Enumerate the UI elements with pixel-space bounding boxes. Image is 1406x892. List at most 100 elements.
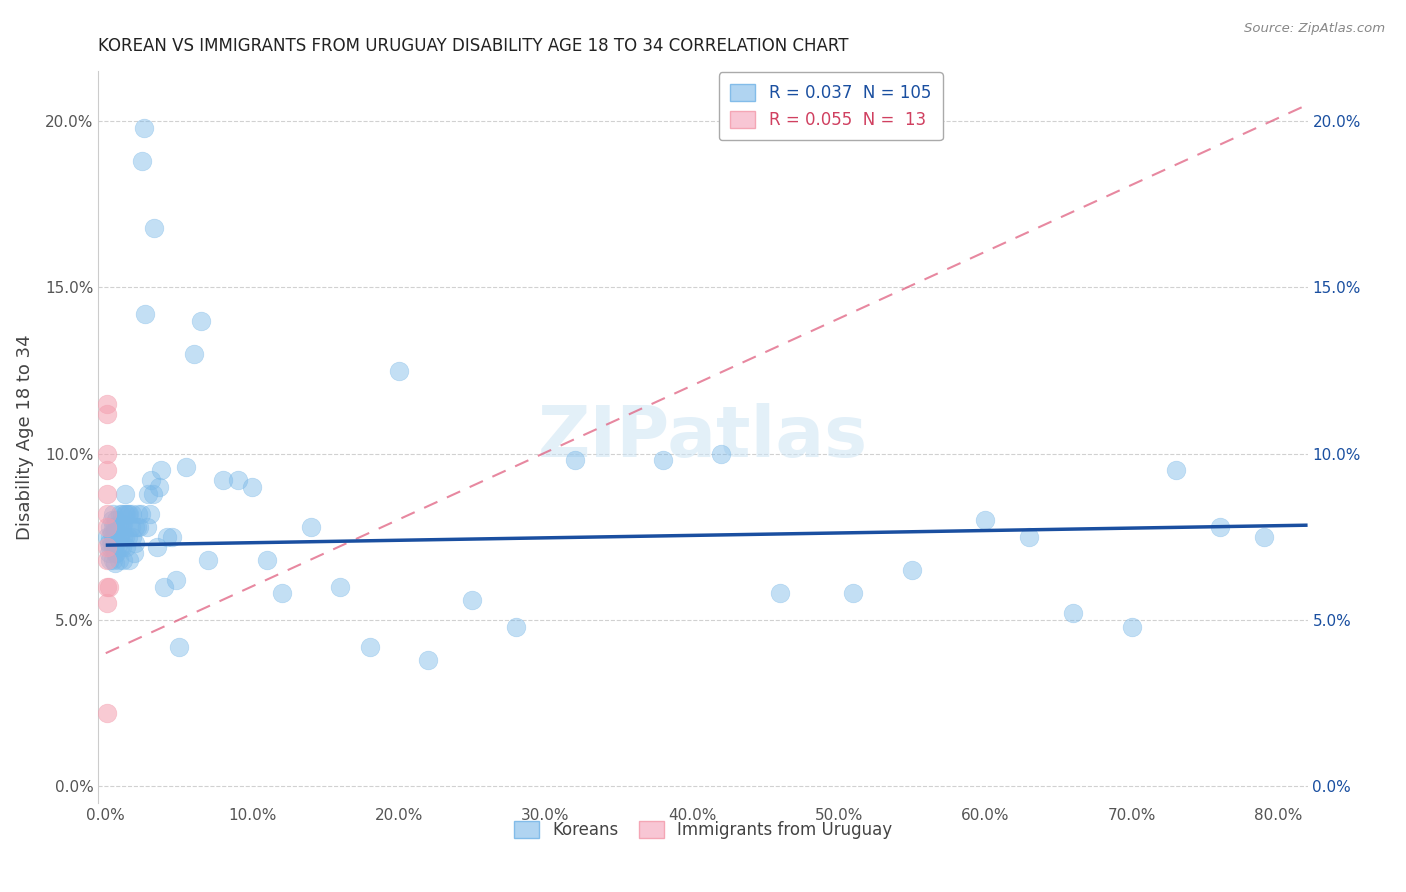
Point (156, 530, 179, 544)
Point (127, 507, 149, 521)
Point (359, 640, 381, 654)
Point (226, 473, 249, 487)
Point (461, 593, 484, 607)
Point (299, 520, 322, 534)
Point (103, 530, 125, 544)
Point (124, 536, 146, 550)
Point (150, 463, 173, 477)
Point (115, 540, 138, 554)
Point (564, 453, 586, 467)
Point (143, 220, 166, 235)
Point (97, 536, 120, 550)
Point (96, 553, 118, 567)
Point (197, 553, 219, 567)
Point (96, 530, 118, 544)
Point (115, 507, 138, 521)
Point (212, 473, 235, 487)
Point (121, 530, 143, 544)
Point (96, 520, 118, 534)
Point (108, 520, 131, 534)
Point (165, 573, 187, 587)
Point (651, 453, 673, 467)
Point (118, 553, 141, 567)
Point (110, 516, 132, 531)
Point (108, 553, 131, 567)
Point (129, 507, 152, 521)
Point (138, 507, 160, 521)
Point (124, 520, 146, 534)
Point (160, 530, 183, 544)
Point (96, 407, 118, 421)
Text: KOREAN VS IMMIGRANTS FROM URUGUAY DISABILITY AGE 18 TO 34 CORRELATION CHART: KOREAN VS IMMIGRANTS FROM URUGUAY DISABI… (98, 37, 849, 54)
Point (98, 530, 121, 544)
Point (101, 520, 124, 534)
Point (710, 447, 733, 461)
Point (117, 530, 139, 544)
Point (105, 546, 128, 560)
Point (240, 480, 263, 494)
Text: Source: ZipAtlas.com: Source: ZipAtlas.com (1244, 22, 1385, 36)
Point (842, 586, 865, 600)
Point (100, 536, 122, 550)
Point (176, 460, 198, 475)
Point (418, 653, 440, 667)
Point (136, 486, 159, 500)
Point (103, 546, 125, 560)
Point (103, 520, 125, 534)
Legend: Koreans, Immigrants from Uruguay: Koreans, Immigrants from Uruguay (508, 814, 898, 846)
Point (134, 307, 156, 321)
Point (111, 540, 134, 554)
Point (101, 507, 124, 521)
Point (114, 507, 136, 521)
Point (98, 520, 121, 534)
Point (96, 463, 118, 477)
Point (1164, 463, 1187, 477)
Point (96, 507, 118, 521)
Point (96, 486, 118, 500)
Point (96, 397, 118, 411)
Point (142, 486, 165, 500)
Point (111, 520, 134, 534)
Point (107, 540, 129, 554)
Point (901, 563, 924, 577)
Point (110, 530, 132, 544)
Point (167, 640, 190, 654)
Point (1208, 520, 1230, 534)
Point (108, 530, 131, 544)
Point (103, 536, 125, 550)
Point (117, 507, 139, 521)
Text: ZIPatlas: ZIPatlas (538, 402, 868, 472)
Point (103, 557, 125, 571)
Point (96, 706, 118, 720)
Point (769, 586, 792, 600)
Point (101, 553, 124, 567)
Point (190, 314, 212, 328)
Point (141, 473, 163, 487)
Y-axis label: Disability Age 18 to 34: Disability Age 18 to 34 (15, 334, 34, 540)
Point (329, 580, 352, 594)
Point (183, 347, 205, 361)
Point (112, 516, 135, 531)
Point (96, 447, 118, 461)
Point (96, 596, 118, 610)
Point (148, 480, 170, 494)
Point (388, 363, 411, 377)
Point (1253, 530, 1275, 544)
Point (256, 553, 278, 567)
Point (270, 586, 292, 600)
Point (97, 580, 120, 594)
Point (105, 513, 128, 527)
Point (111, 507, 134, 521)
Point (105, 523, 128, 537)
Point (1062, 607, 1084, 621)
Point (974, 513, 997, 527)
Point (125, 520, 148, 534)
Point (1121, 619, 1143, 633)
Point (122, 546, 145, 560)
Point (1018, 530, 1040, 544)
Point (96, 540, 118, 554)
Point (114, 530, 136, 544)
Point (120, 520, 142, 534)
Point (97, 546, 120, 560)
Point (110, 540, 132, 554)
